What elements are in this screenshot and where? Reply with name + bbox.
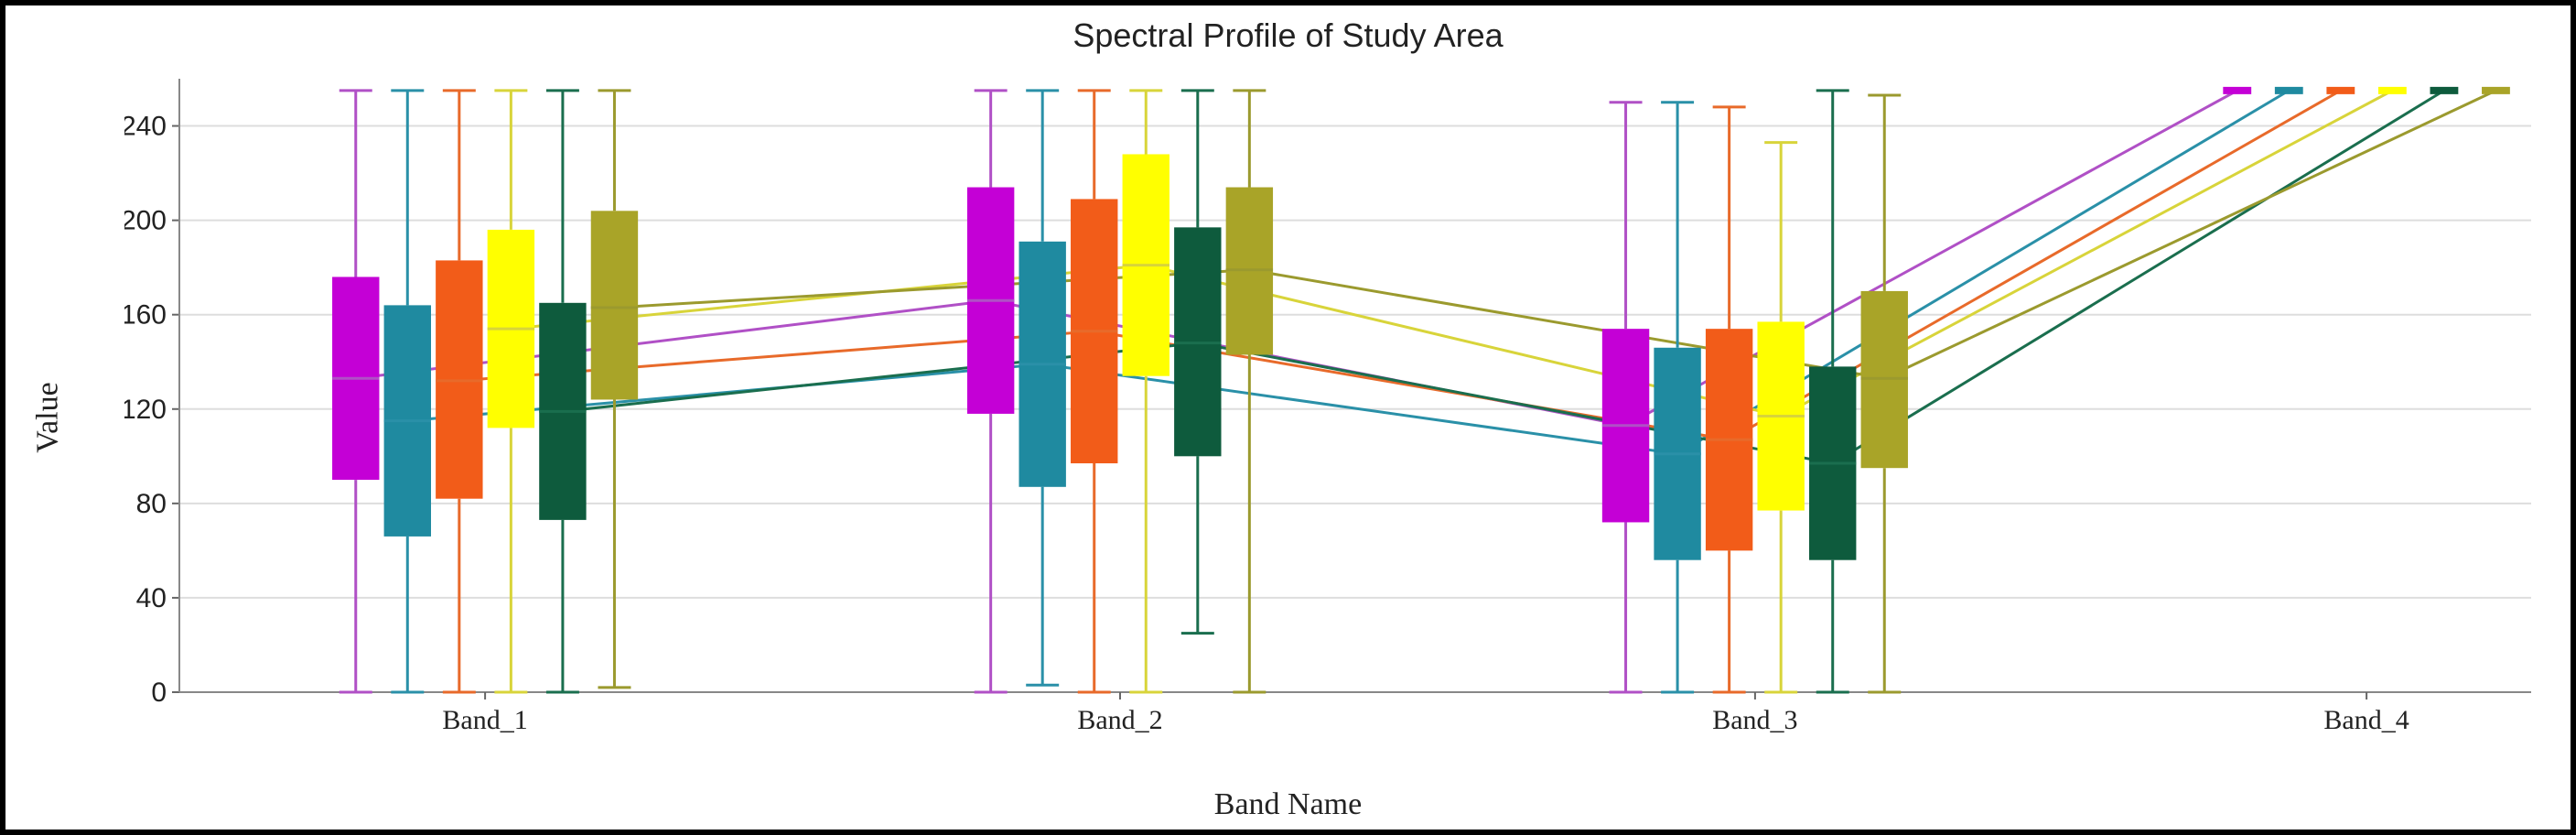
median-line: [563, 91, 2444, 463]
x-category-label: Band_2: [1077, 705, 1162, 735]
x-category-label: Band_1: [442, 705, 527, 735]
x-axis: Band_1 Band_2 Band_3 Band_4: [179, 692, 2531, 735]
x-axis-label: Band Name: [5, 787, 2571, 822]
median-line: [407, 91, 2289, 454]
chart-title: Spectral Profile of Study Area: [5, 16, 2571, 55]
y-axis-label: Value: [31, 382, 66, 452]
box: [591, 211, 638, 399]
svg-text:80: 80: [136, 489, 167, 519]
svg-text:0: 0: [151, 678, 167, 708]
x-category-label: Band_3: [1712, 705, 1797, 735]
median-line: [511, 91, 2392, 417]
x-category-label: Band_4: [2323, 705, 2409, 735]
svg-text:240: 240: [124, 112, 167, 142]
median-lines: [356, 91, 2496, 463]
svg-text:200: 200: [124, 206, 167, 236]
svg-text:40: 40: [136, 583, 167, 613]
median-line: [459, 91, 2341, 439]
plot-area: 04080120160200240Band_1Band_2Band_3Band_…: [124, 70, 2540, 747]
svg-text:120: 120: [124, 395, 167, 425]
chart-frame: Spectral Profile of Study Area Value Ban…: [0, 0, 2576, 835]
svg-text:160: 160: [124, 300, 167, 331]
y-axis: 0 40 80 120 160 200 240: [124, 79, 179, 708]
